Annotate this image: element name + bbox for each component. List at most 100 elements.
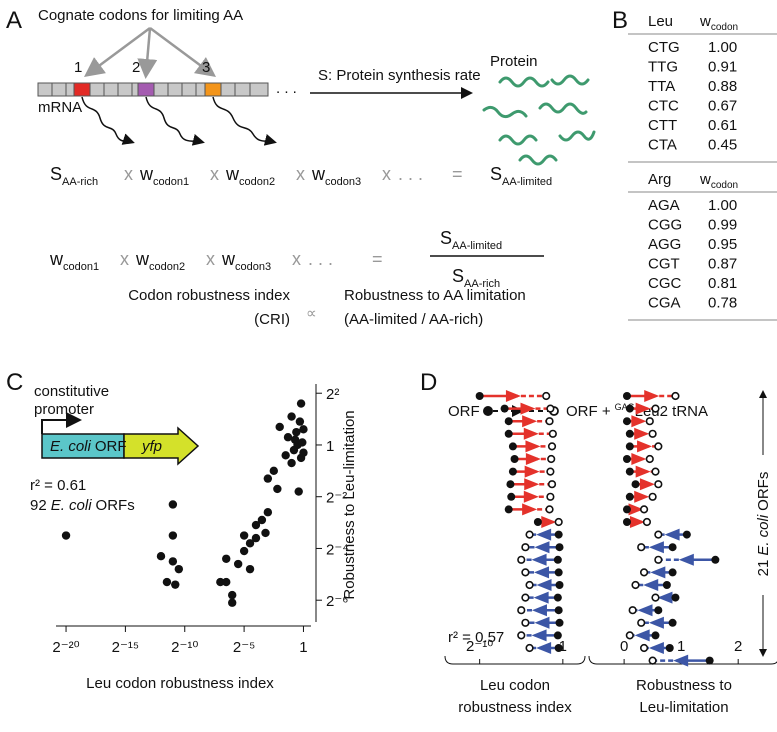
point — [273, 484, 282, 494]
y-tick-label: 2⁻⁶ — [326, 593, 348, 610]
point — [299, 448, 308, 457]
codon: CTG — [648, 39, 680, 56]
orf-marker — [625, 429, 634, 438]
arrowhead — [534, 566, 550, 579]
arrowhead — [648, 642, 664, 654]
subscript: codon1 — [153, 176, 189, 188]
subscript: AA-rich — [62, 176, 98, 188]
point — [222, 577, 231, 587]
w-codon: wcodon2 — [225, 164, 275, 188]
symbol: S — [50, 164, 62, 184]
codon-number: 1 — [74, 59, 82, 76]
x-axis-title: robustness index — [458, 699, 572, 716]
arrowhead — [524, 465, 540, 478]
trna-marker — [547, 480, 557, 489]
dots: . . . — [308, 249, 333, 269]
x-axis-title: Robustness to — [636, 677, 732, 694]
trna-marker — [637, 543, 646, 552]
arrowhead — [673, 654, 689, 667]
symbol: w — [311, 164, 326, 184]
superscript: GAG — [615, 402, 635, 412]
w-codon: wcodon3 — [311, 164, 361, 188]
arrowhead — [664, 528, 680, 541]
table-header: wcodon — [699, 13, 738, 33]
orf-marker — [631, 480, 640, 489]
arrowhead — [678, 553, 694, 566]
orf-marker — [625, 492, 634, 501]
s-rich: SAA-rich — [50, 164, 98, 188]
point — [269, 466, 279, 476]
trna-marker — [521, 618, 530, 627]
trna-marker — [525, 530, 534, 539]
trna-marker — [546, 404, 555, 413]
arrowhead — [628, 503, 644, 516]
trna-marker — [651, 593, 660, 602]
trna-marker — [547, 442, 557, 451]
trna-marker — [671, 391, 680, 401]
orf-marker — [651, 631, 660, 640]
orf-marker — [622, 455, 631, 463]
trna: Leu2 tRNA — [635, 403, 708, 420]
arrowhead — [643, 579, 659, 591]
w-codon: wcodon3 — [221, 249, 271, 273]
arrowhead — [531, 629, 547, 642]
label: ORF + — [566, 403, 611, 420]
reporter-arrow — [123, 426, 200, 466]
mrna-dots: . . . — [276, 80, 297, 97]
orf-marker — [508, 442, 517, 451]
point — [287, 458, 296, 468]
trna-marker — [648, 429, 657, 438]
orf-marker — [500, 404, 509, 413]
arrowhead — [631, 453, 647, 465]
codon: CGC — [648, 275, 682, 292]
orf-marker — [508, 467, 517, 476]
orf-marker — [622, 518, 631, 526]
x-tick-label: 1 — [559, 638, 567, 655]
subscript: codon — [711, 22, 738, 33]
y-tick-label: 2² — [326, 386, 339, 403]
synthesis-label: S: Protein synthesis rate — [318, 67, 481, 84]
arrowhead — [648, 541, 664, 554]
symbol: S — [452, 266, 464, 286]
w-codon: wcodon2 — [135, 249, 185, 273]
orf-marker — [533, 518, 542, 526]
trna-marker — [637, 618, 646, 627]
unit: ORFs — [755, 472, 772, 511]
w-value: 0.88 — [708, 78, 737, 95]
arrowhead — [520, 402, 536, 415]
point — [283, 433, 293, 442]
organism: E. coli — [51, 497, 93, 514]
orf-marker — [622, 392, 631, 400]
codon-number: 2 — [132, 59, 140, 76]
arrowhead — [635, 465, 651, 478]
point — [168, 500, 178, 509]
point — [156, 551, 166, 561]
count: 21 — [755, 560, 772, 577]
point — [245, 539, 255, 548]
w-value: 0.78 — [708, 295, 737, 312]
w-value: 0.95 — [708, 236, 737, 253]
point — [162, 577, 172, 587]
promoter-arrow — [41, 412, 82, 434]
arrowhead — [531, 604, 547, 617]
arrowhead — [522, 415, 538, 428]
trna-marker — [546, 492, 555, 501]
trna-marker — [517, 606, 526, 615]
arrowhead — [634, 490, 650, 503]
legend-filled-marker — [483, 406, 493, 416]
trna-marker — [639, 505, 649, 514]
x-tick-label: 1 — [299, 639, 307, 656]
arrowhead — [635, 402, 651, 415]
symbol: w — [699, 13, 711, 30]
trna-marker — [545, 505, 554, 514]
trna-marker — [645, 417, 654, 426]
times: x — [292, 249, 301, 269]
trna-marker — [625, 631, 634, 640]
arrowhead — [523, 427, 539, 440]
orf-marker — [554, 644, 563, 652]
arrowhead — [523, 490, 539, 503]
x-tick-label: 2⁻⁵ — [233, 639, 255, 656]
symbol: S — [490, 164, 502, 184]
codon: CTA — [648, 137, 677, 154]
x-axis-title: Leu codon robustness index — [86, 675, 274, 692]
